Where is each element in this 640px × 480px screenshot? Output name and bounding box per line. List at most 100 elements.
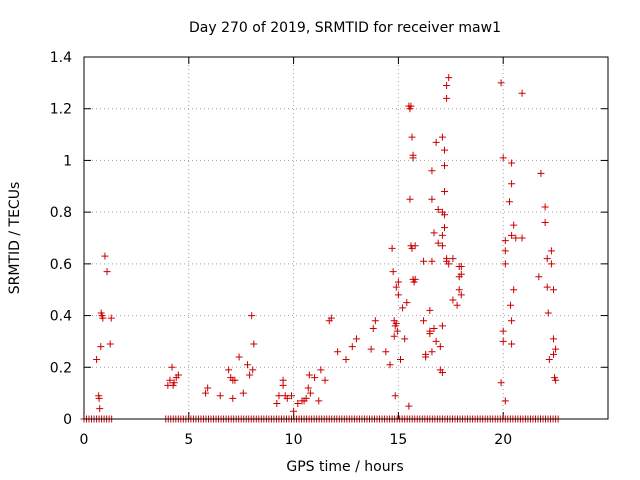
data-point [453,301,461,309]
data-point [409,154,417,162]
data-point [426,306,434,314]
data-point [457,291,465,299]
y-tick-label: 1 [63,153,72,169]
data-point [166,376,174,384]
data-point [537,169,545,177]
data-point [438,231,446,239]
y-tick-label: 0.2 [50,360,72,376]
y-tick-label: 0.6 [50,257,72,273]
data-point [97,343,105,351]
data-point [235,353,243,361]
data-point [411,242,419,250]
data-point [547,247,555,255]
data-point [512,234,520,242]
data-point [541,218,549,226]
data-point [352,335,360,343]
x-tick-label: 5 [184,432,193,448]
data-point [391,392,399,400]
data-point [305,371,313,379]
data-point [405,402,413,410]
data-point [428,167,436,175]
data-point [95,394,103,402]
data-point [393,327,401,335]
data-point [306,389,314,397]
data-point [273,399,281,407]
data-point [434,239,442,247]
data-point [288,392,296,400]
data-point [411,275,419,283]
data-point [390,332,398,340]
x-tick-label: 15 [389,432,407,448]
data-point [403,299,411,307]
data-point [507,301,515,309]
data-point [420,257,428,265]
data-point [392,319,400,327]
data-point [441,224,449,232]
data-point [399,304,407,312]
data-point [382,348,390,356]
data-point [315,397,323,405]
data-point [290,407,298,415]
x-tick-label: 10 [285,432,303,448]
data-point [510,286,518,294]
y-axis-title: SRMTID / TECUs [7,182,23,295]
data-point [107,314,115,322]
data-point [243,361,251,369]
x-tick-labels: 0 5 10 15 20 [80,432,513,448]
data-point [550,350,558,358]
data-point [499,337,507,345]
data-point [508,231,516,239]
data-point [248,312,256,320]
x-axis-title: GPS time / hours [286,459,403,475]
data-point [239,389,247,397]
data-point [388,244,396,252]
data-point [508,159,516,167]
data-point [394,291,402,299]
data-point [455,286,463,294]
data-point [96,405,104,413]
data-point [545,356,553,364]
data-points [80,74,562,423]
y-tick-label: 0.8 [50,205,72,221]
data-point [386,361,394,369]
data-point [436,343,444,351]
data-point [216,392,224,400]
data-point [168,363,176,371]
data-point [428,257,436,265]
data-point [334,348,342,356]
data-point [535,273,543,281]
y-tick-label: 0.4 [50,309,72,325]
data-point [170,379,178,387]
data-point [508,317,516,325]
y-tick-labels: 0 0.2 0.4 0.6 0.8 1 1.2 1.4 [50,50,72,428]
data-point [497,79,505,87]
chart-title: Day 270 of 2019, SRMTID for receiver maw… [189,20,501,36]
data-point [389,268,397,276]
y-tick-label: 1.2 [50,102,72,118]
data-point [501,247,509,255]
data-point [505,198,513,206]
data-point [249,366,257,374]
data-point [432,138,440,146]
data-point [408,133,416,141]
data-point [428,195,436,203]
data-point [174,371,182,379]
data-point [499,154,507,162]
data-point [229,394,237,402]
data-point [501,237,509,245]
data-point [93,356,101,364]
data-point [302,394,310,402]
data-point [518,89,526,97]
data-point [551,374,559,382]
data-point [449,255,457,263]
data-point [501,260,509,268]
data-point [550,286,558,294]
data-point [396,356,404,364]
data-point [438,242,446,250]
data-point [371,317,379,325]
data-point [550,335,558,343]
data-point [231,376,239,384]
data-point [202,389,210,397]
data-point [294,399,302,407]
